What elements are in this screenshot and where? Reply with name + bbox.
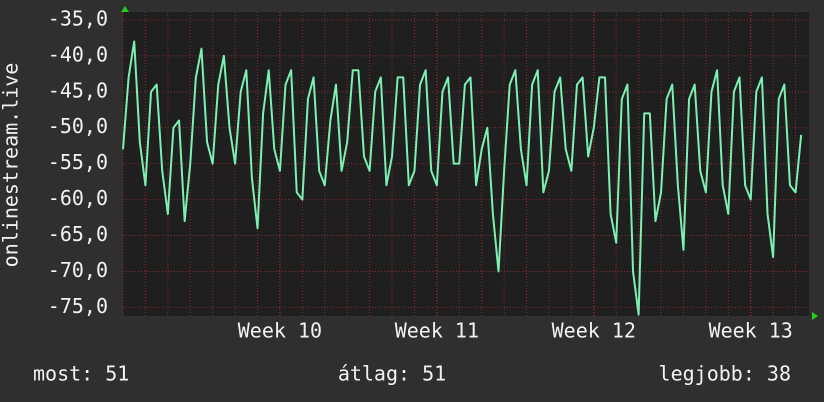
y-tick-label: -55,0 (48, 150, 108, 174)
y-tick-label: -60,0 (48, 186, 108, 210)
data-line (122, 40, 803, 316)
y-axis-label: onlinestream.live (0, 63, 23, 268)
axis-arrow (121, 6, 129, 12)
y-tick-label: -65,0 (48, 222, 108, 246)
x-tick-label: Week 12 (552, 319, 636, 343)
y-tick-label: -75,0 (48, 294, 108, 318)
x-tick-label: Week 11 (395, 319, 479, 343)
y-tick-label: -40,0 (48, 42, 108, 66)
y-tick-label: -45,0 (48, 78, 108, 102)
stat-best: legjobb: 38 (659, 362, 791, 386)
x-tick-label: Week 10 (238, 319, 322, 343)
stat-current: most: 51 (33, 362, 129, 386)
y-tick-label: -50,0 (48, 114, 108, 138)
x-tick-label: Week 13 (709, 319, 793, 343)
stat-average: átlag: 51 (338, 362, 446, 386)
y-tick-label: -70,0 (48, 258, 108, 282)
y-tick-label: -35,0 (48, 6, 108, 30)
axis-arrow (812, 312, 818, 320)
